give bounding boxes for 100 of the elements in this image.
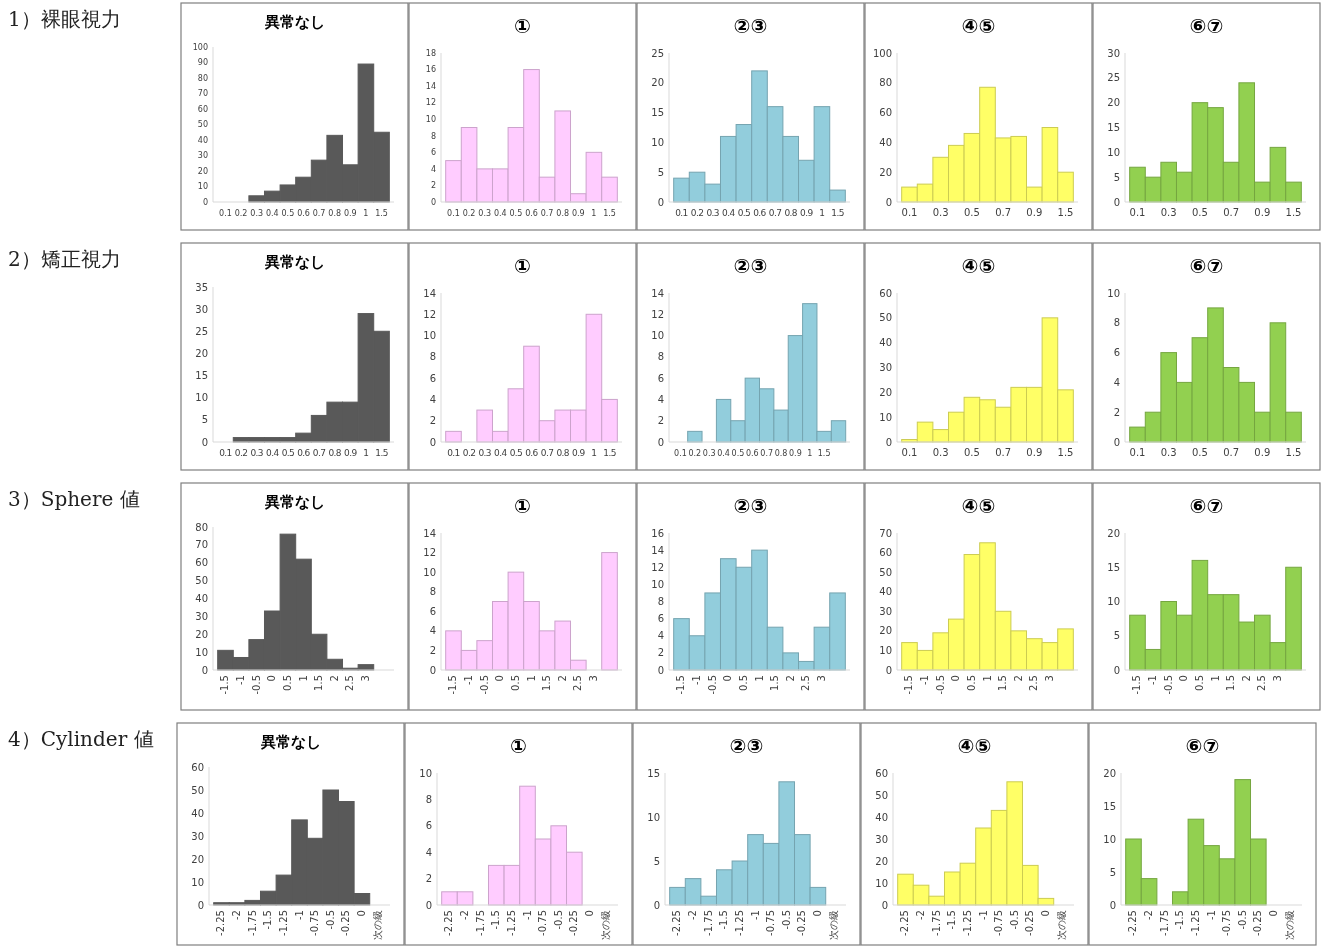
x-tick-label: 0.4: [722, 208, 736, 218]
y-tick-label: 5: [1113, 171, 1120, 183]
y-tick-label: 15: [1103, 800, 1116, 812]
y-tick-label: 40: [191, 807, 204, 819]
chart-title: ②③: [729, 734, 764, 758]
y-tick-label: 0: [1113, 436, 1120, 448]
x-tick-label: 1.5: [831, 208, 844, 218]
chart-title: ②③: [733, 254, 768, 278]
x-tick-label: -0.25: [568, 910, 580, 936]
x-tick-label: 0.5: [737, 675, 749, 691]
y-tick-label: 10: [195, 646, 208, 658]
chart-title: 異常なし: [263, 493, 325, 511]
y-tick-label: 10: [423, 566, 436, 578]
y-tick-label: 8: [1113, 317, 1120, 329]
x-tick-label: 0.7: [1223, 207, 1240, 218]
y-tick-label: 40: [197, 135, 208, 145]
y-tick-label: 5: [1109, 866, 1116, 878]
x-tick-label: -0.5: [478, 675, 490, 695]
chart-title: ④⑤: [961, 254, 996, 278]
x-tick-label: -0.5: [324, 910, 336, 930]
y-tick-label: 0: [657, 196, 664, 208]
x-tick-label: 0.5: [1191, 207, 1208, 218]
x-tick-label: 0: [494, 675, 506, 682]
x-tick-label: 1: [819, 208, 825, 218]
x-tick-label: 0.1: [674, 449, 687, 458]
y-tick-label: 10: [1107, 146, 1120, 158]
x-tick-label: -1.5: [219, 675, 231, 695]
x-tick-label: 0.1: [675, 208, 688, 218]
x-tick-label: 1.5: [541, 675, 553, 691]
y-tick-label: 40: [875, 811, 888, 823]
y-tick-label: 5: [657, 166, 664, 178]
y-tick-label: 50: [875, 789, 888, 801]
y-tick-label: 10: [197, 182, 208, 192]
x-tick-label: 0.6: [525, 209, 538, 218]
y-tick-label: 30: [195, 303, 208, 315]
y-tick-label: 6: [425, 820, 432, 832]
x-tick-label: 1.5: [603, 209, 616, 218]
y-tick-label: 12: [425, 98, 436, 108]
x-tick-label: 0.3: [478, 209, 492, 218]
y-tick-label: 10: [651, 330, 664, 342]
x-tick-label: 0.9: [800, 208, 814, 218]
x-tick-label: 0: [583, 910, 595, 917]
y-tick-label: 40: [879, 586, 892, 598]
x-tick-label: 1.5: [817, 449, 831, 458]
x-tick-label: 1: [297, 675, 309, 682]
x-tick-label: 0.9: [1026, 207, 1043, 218]
y-tick-label: 20: [879, 625, 892, 637]
text: 4）Cylinder 値: [8, 727, 154, 751]
x-tick-label: 0.3: [932, 447, 949, 458]
x-tick-label: 0.1: [447, 448, 460, 458]
y-tick-label: 2: [1113, 406, 1120, 418]
y-tick-label: 100: [192, 42, 208, 52]
x-tick-label: -2: [231, 910, 243, 920]
x-tick-label: 2: [328, 675, 340, 682]
x-tick-label: -0.5: [250, 675, 262, 695]
x-tick-label: 2: [556, 675, 568, 682]
x-tick-label: 1.5: [1285, 447, 1302, 458]
x-tick-label: 0.6: [297, 448, 311, 458]
x-tick-label: 1.5: [1057, 207, 1074, 218]
y-tick-label: 60: [195, 557, 208, 569]
x-tick-label: 0.9: [572, 448, 586, 458]
y-tick-label: 10: [651, 578, 664, 590]
y-tick-label: 20: [197, 166, 208, 176]
x-tick-label: 0.2: [234, 209, 248, 218]
chart-title: ⑥⑦: [1189, 14, 1224, 38]
y-tick-label: 12: [423, 547, 436, 559]
y-tick-label: 40: [879, 136, 892, 148]
x-tick-label: -2: [915, 910, 927, 920]
y-tick-label: 12: [651, 561, 664, 573]
x-tick-label: 0.5: [963, 207, 980, 218]
x-tick-label: 1.5: [313, 675, 325, 691]
x-tick-label: 3: [1043, 675, 1055, 682]
y-tick-label: 2: [425, 873, 432, 885]
x-tick-label: 0.5: [281, 209, 295, 218]
y-tick-label: 20: [195, 628, 208, 640]
y-tick-label: 25: [195, 325, 208, 337]
x-tick-label: -2.25: [443, 910, 455, 936]
x-tick-label: 0.3: [1160, 207, 1177, 218]
x-tick-label: 0.8: [328, 448, 342, 458]
x-tick-label: 0.8: [774, 449, 788, 458]
x-tick-label: 0.6: [297, 209, 310, 218]
x-tick-label: -0.25: [796, 910, 808, 936]
y-tick-label: 60: [879, 107, 892, 119]
x-tick-label: 0: [950, 675, 962, 682]
x-tick-label: 1: [363, 209, 369, 218]
x-tick-label: 次の級: [1055, 910, 1067, 940]
y-tick-label: 6: [429, 605, 436, 617]
x-tick-label: -0.5: [934, 675, 946, 695]
y-tick-label: 2: [429, 644, 436, 656]
y-tick-label: 2: [430, 181, 436, 191]
y-tick-label: 2: [657, 647, 664, 659]
x-tick-label: 0.8: [328, 209, 342, 218]
y-tick-label: 10: [879, 411, 892, 423]
x-tick-label: -1: [919, 675, 931, 685]
x-tick-label: -0.25: [340, 910, 352, 936]
x-tick-label: -1.75: [246, 910, 258, 936]
x-tick-label: 0.7: [312, 448, 326, 458]
x-tick-label: 0.5: [731, 449, 745, 458]
x-tick-label: 0.5: [281, 675, 293, 691]
y-tick-label: 30: [191, 830, 204, 842]
